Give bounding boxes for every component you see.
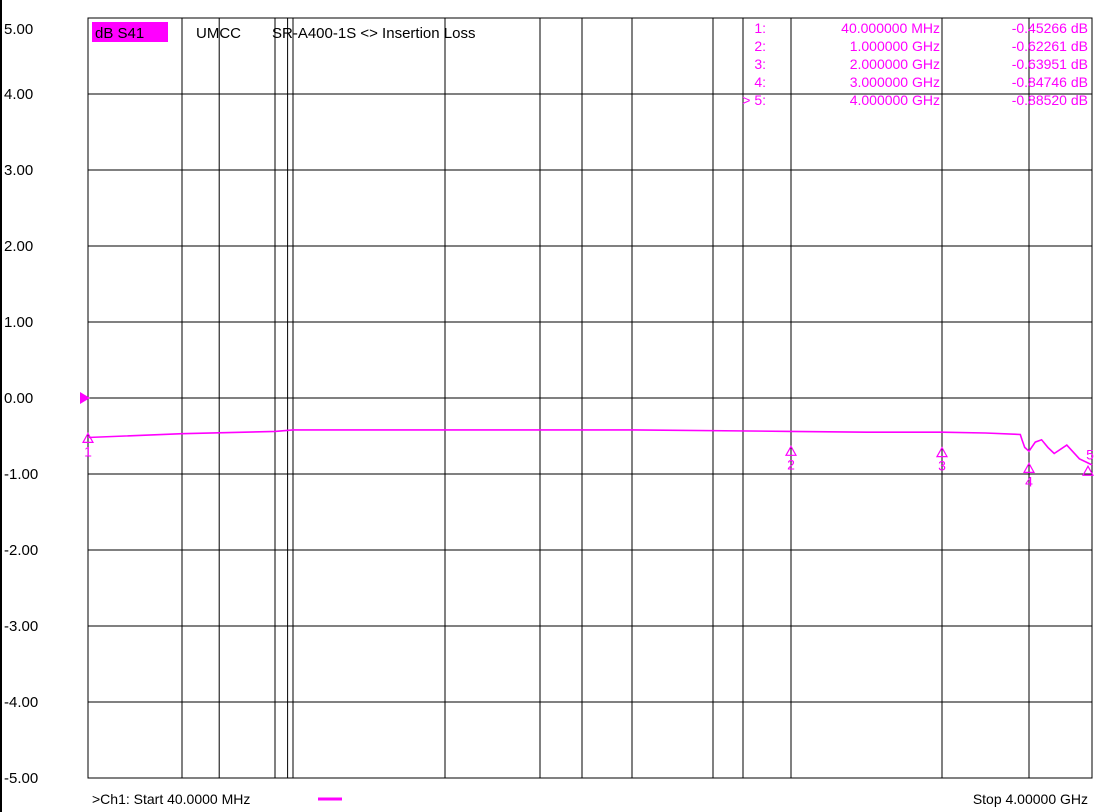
- trace-format-label: dB S41: [95, 25, 144, 42]
- marker-row-value: -0.84746 dB: [1012, 74, 1088, 90]
- trace-header: dB S41 UMCC SR-A400-1S <> Insertion Loss: [92, 22, 475, 42]
- trace-format-badge[interactable]: [92, 22, 168, 42]
- marker-row-id: 4:: [754, 74, 766, 90]
- marker-row-frequency: 1.000000 GHz: [850, 38, 940, 54]
- marker-row-id: > 5:: [742, 92, 766, 108]
- marker-2-triangle[interactable]: [784, 445, 798, 456]
- y-tick-label: 1.00: [4, 314, 33, 331]
- marker-row-id: 3:: [754, 56, 766, 72]
- marker-3-label: 3: [938, 458, 946, 474]
- chart-title: SR-A400-1S <> Insertion Loss: [272, 25, 475, 42]
- y-tick-label: 5.00: [4, 21, 33, 38]
- marker-3-triangle[interactable]: [935, 446, 949, 458]
- marker-row-value: -0.63951 dB: [1012, 56, 1088, 72]
- marker-1-label: 1: [84, 443, 92, 459]
- trace-line: [87, 429, 1093, 466]
- y-tick-label: 0.00: [4, 390, 33, 407]
- marker-row: 1: 40.000000 MHz -0.45266 dB: [754, 20, 1088, 36]
- marker-readout-table: 1: 40.000000 MHz -0.45266 dB 2: 1.000000 GHz…: [742, 20, 1088, 108]
- y-tick-label: -3.00: [4, 618, 38, 635]
- y-tick-label: -1.00: [4, 466, 38, 483]
- marker-row-frequency: 2.000000 GHz: [850, 56, 940, 72]
- marker-row-frequency: 40.000000 MHz: [841, 20, 940, 36]
- marker-row-value: -0.62261 dB: [1012, 38, 1088, 54]
- marker-2-label: 2: [787, 456, 795, 472]
- y-tick-label: 4.00: [4, 86, 33, 103]
- marker-4-label: 4: [1025, 473, 1033, 489]
- stop-frequency-label: Stop 4.00000 GHz: [973, 791, 1088, 807]
- marker-row-frequency: 4.000000 GHz: [850, 92, 940, 108]
- marker-row-id: 2:: [754, 38, 766, 54]
- marker-4-triangle[interactable]: [1022, 462, 1036, 474]
- marker-row: 2: 1.000000 GHz -0.62261 dB: [754, 38, 1088, 54]
- company-label: UMCC: [196, 25, 241, 42]
- reference-level-arrow[interactable]: [80, 392, 90, 404]
- marker-1-triangle[interactable]: [81, 432, 95, 444]
- marker-5-label: 5: [1086, 446, 1094, 462]
- marker-row-value: -0.88520 dB: [1012, 92, 1088, 108]
- marker-row-value: -0.45266 dB: [1012, 20, 1088, 36]
- grid-layer: [87, 17, 1093, 779]
- y-tick-label: -4.00: [4, 694, 38, 711]
- marker-layer: 1 2 3 4 5: [81, 432, 1094, 489]
- marker-5-triangle[interactable]: [1081, 465, 1094, 476]
- y-tick-label: 3.00: [4, 162, 33, 179]
- marker-row: 4: 3.000000 GHz -0.84746 dB: [754, 74, 1088, 90]
- y-axis-ticks: 5.00 4.00 3.00 2.00 1.00 0.00 -1.00 -2.00 -3.00 -…: [4, 21, 38, 787]
- marker-row: > 5: 4.000000 GHz -0.88520 dB: [742, 92, 1088, 108]
- display-left-border: [0, 0, 2, 812]
- start-frequency-label: >Ch1: Start 40.0000 MHz: [92, 791, 250, 807]
- y-tick-label: -2.00: [4, 542, 38, 559]
- marker-row: 3: 2.000000 GHz -0.63951 dB: [754, 56, 1088, 72]
- marker-row-frequency: 3.000000 GHz: [850, 74, 940, 90]
- sweep-footer: >Ch1: Start 40.0000 MHz Stop 4.00000 GHz: [92, 791, 1088, 807]
- trace-layer: [80, 392, 1093, 466]
- y-tick-label: -5.00: [4, 770, 38, 787]
- y-tick-label: 2.00: [4, 238, 33, 255]
- marker-row-id: 1:: [754, 20, 766, 36]
